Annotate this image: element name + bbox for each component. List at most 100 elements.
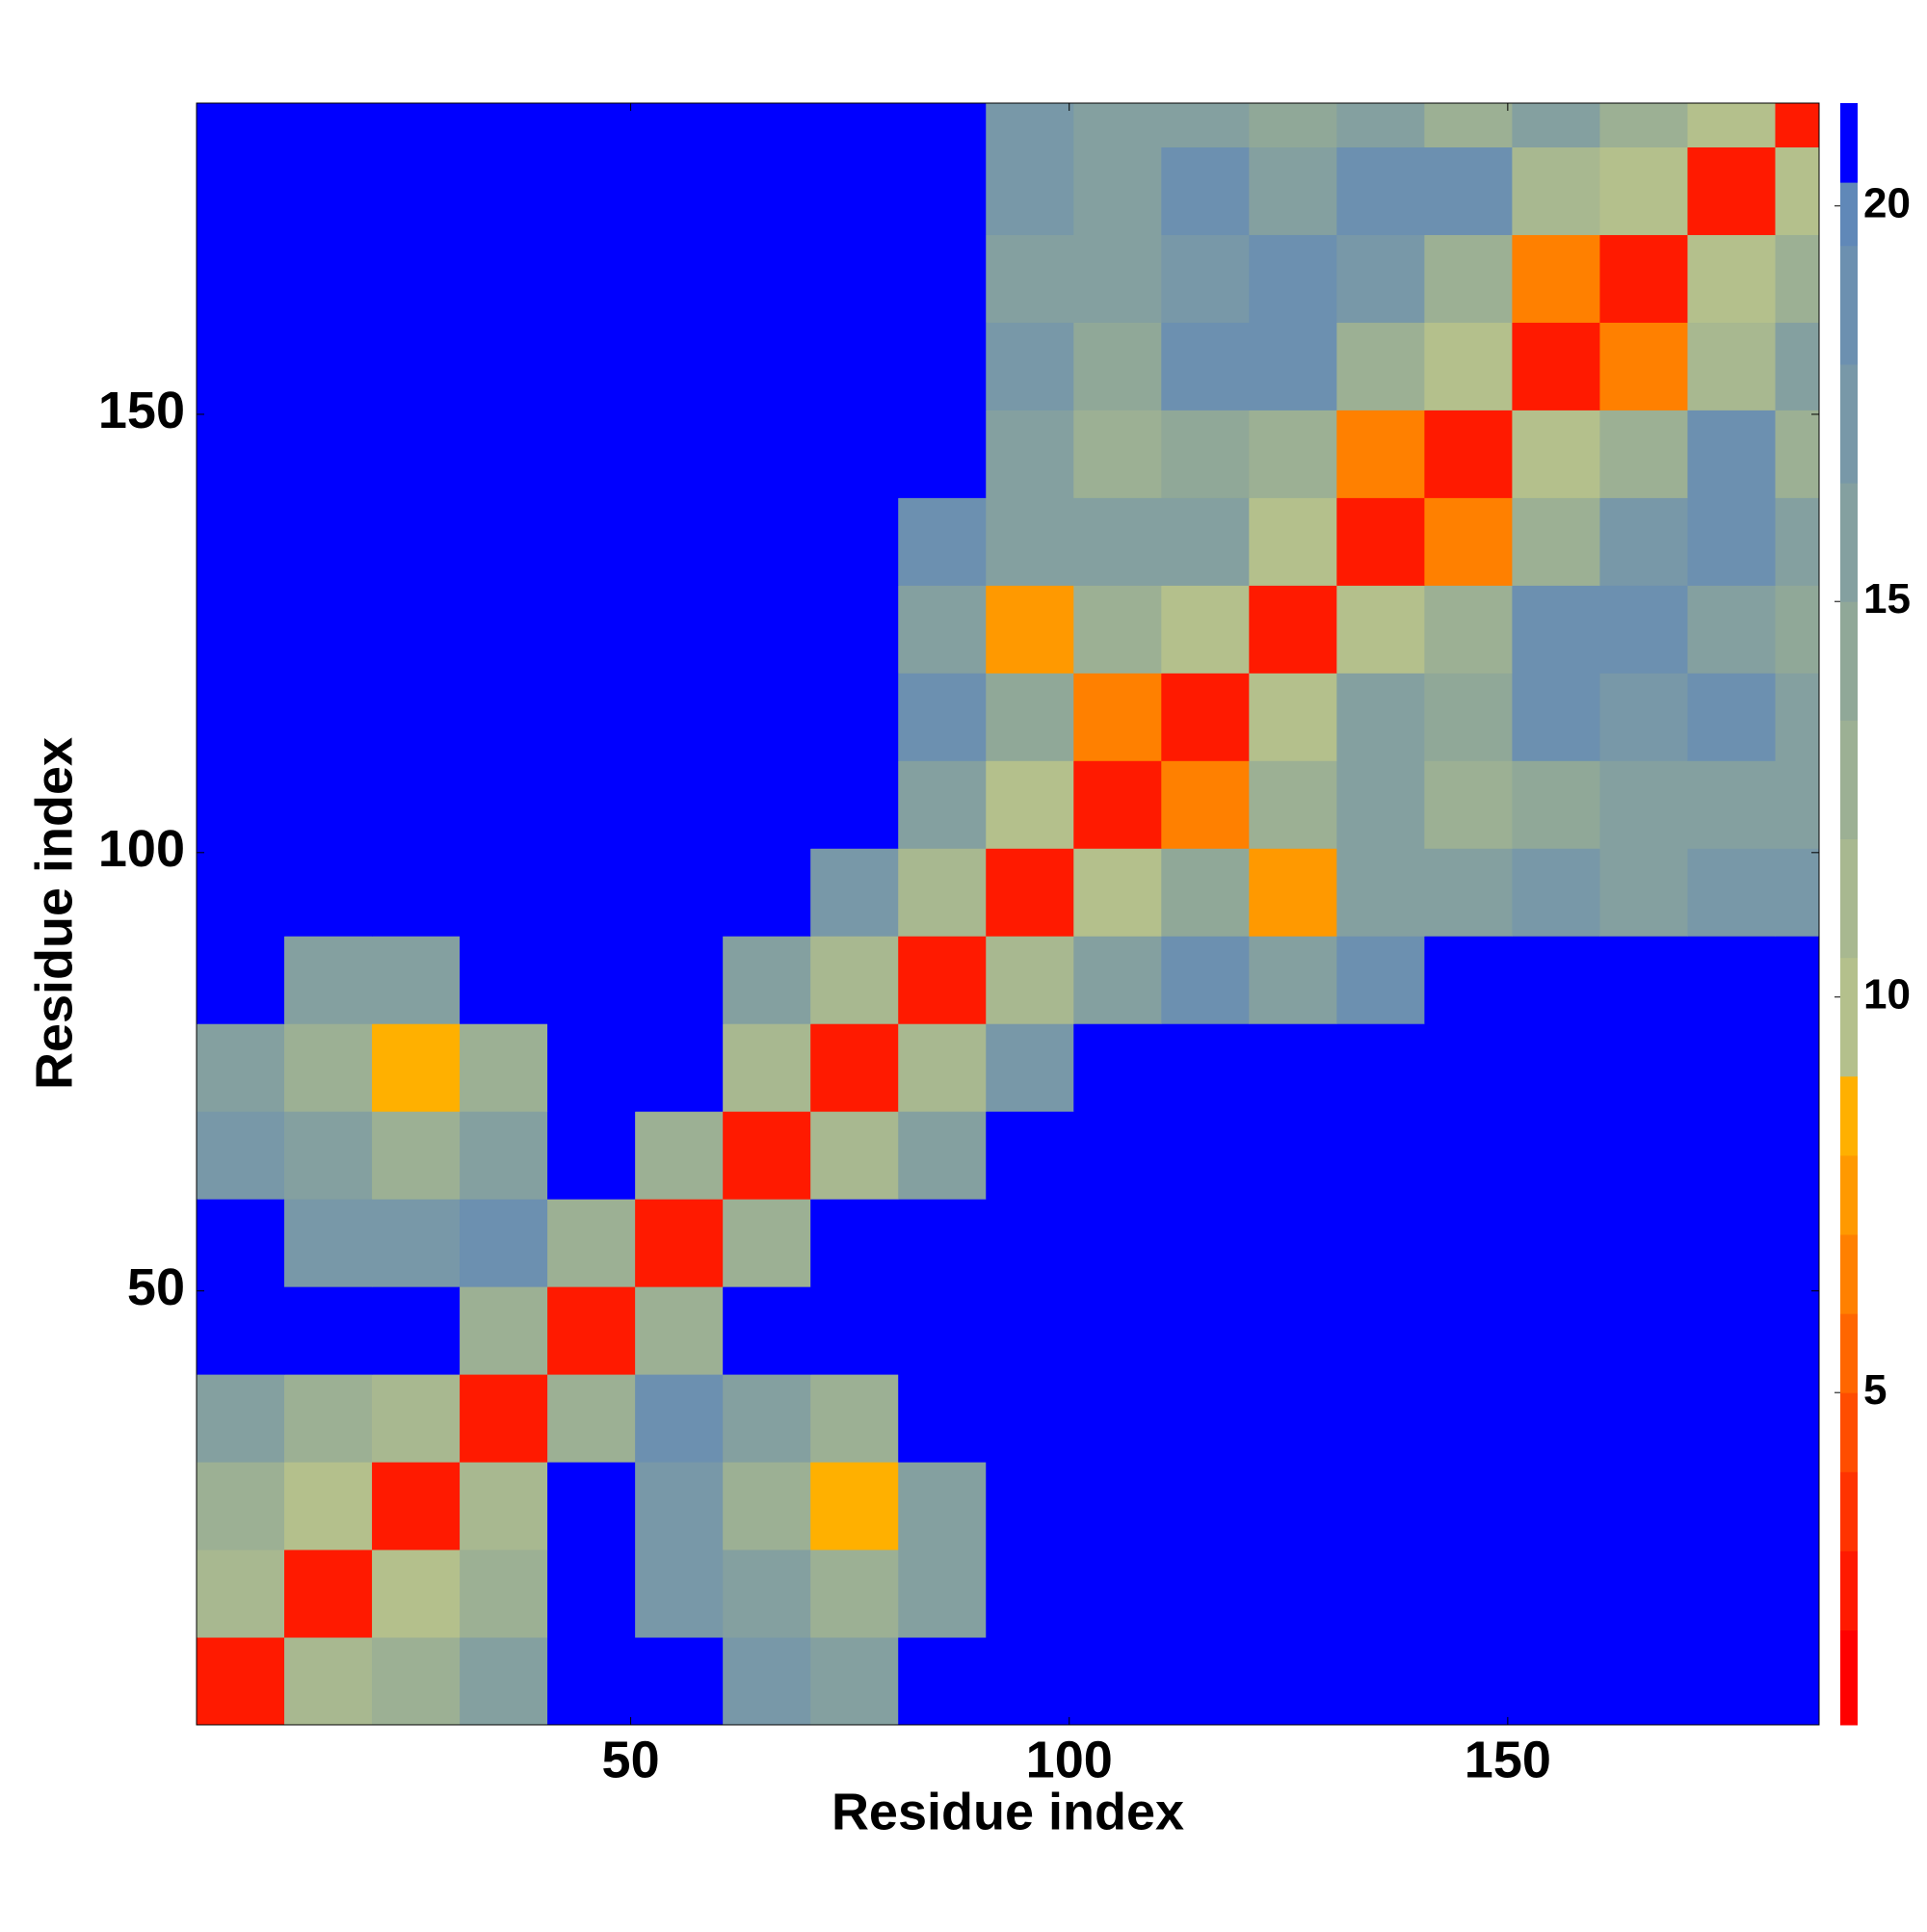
heatmap-cell: [1161, 848, 1250, 937]
heatmap-cell: [1073, 103, 1162, 147]
heatmap-cell: [723, 585, 811, 674]
heatmap-cell: [986, 760, 1074, 849]
heatmap-cell: [1775, 497, 1820, 586]
heatmap-cell: [635, 848, 724, 937]
heatmap-cell: [284, 146, 373, 235]
heatmap-cell: [1424, 1637, 1513, 1726]
y-tick-label: 150: [98, 382, 185, 439]
heatmap-cell: [635, 936, 724, 1024]
heatmap-cell: [284, 1199, 373, 1287]
heatmap-cell: [197, 1199, 285, 1287]
heatmap-cell: [460, 1023, 548, 1112]
y-axis-label: Residue index: [25, 737, 83, 1090]
heatmap-cell: [1161, 1637, 1250, 1726]
heatmap-cell: [1424, 585, 1513, 674]
heatmap-cell: [898, 1462, 987, 1550]
heatmap-cell: [197, 1462, 285, 1550]
heatmap-cell: [1073, 1286, 1162, 1375]
heatmap-cell: [898, 410, 987, 498]
heatmap-cell: [547, 322, 636, 410]
heatmap-cell: [1687, 1286, 1776, 1375]
heatmap-cell: [635, 234, 724, 323]
heatmap-cell: [1512, 103, 1600, 147]
heatmap-cell: [1249, 497, 1337, 586]
heatmap-cell: [635, 103, 724, 147]
heatmap-cell: [1161, 234, 1250, 323]
heatmap-cell: [1073, 322, 1162, 410]
heatmap-cell: [372, 848, 461, 937]
colorbar-segment: [1840, 1471, 1858, 1551]
heatmap-cell: [1249, 1637, 1337, 1726]
heatmap-cell: [1775, 234, 1820, 323]
heatmap-cell: [1599, 497, 1688, 586]
heatmap-cell: [810, 1374, 899, 1463]
heatmap-cell: [547, 103, 636, 147]
heatmap-cell: [810, 410, 899, 498]
heatmap-cell: [547, 936, 636, 1024]
heatmap-cell: [1161, 1111, 1250, 1200]
heatmap-cell: [1424, 103, 1513, 147]
heatmap-cell: [1687, 1111, 1776, 1200]
heatmap-cell: [810, 760, 899, 849]
heatmap-cell: [723, 234, 811, 323]
heatmap-cell: [635, 1023, 724, 1112]
heatmap-cell: [986, 103, 1074, 147]
heatmap-cell: [372, 497, 461, 586]
heatmap-cell: [810, 1111, 899, 1200]
heatmap-cell: [1336, 673, 1425, 761]
heatmap-cell: [1599, 673, 1688, 761]
heatmap-cell: [284, 497, 373, 586]
heatmap-cell: [284, 585, 373, 674]
heatmap-cell: [1161, 1199, 1250, 1287]
heatmap-cell: [1249, 234, 1337, 323]
heatmap-cell: [197, 103, 285, 147]
heatmap-cell: [986, 936, 1074, 1024]
heatmap-cell: [1424, 848, 1513, 937]
colorbar-segment: [1840, 601, 1858, 721]
heatmap-cell: [372, 410, 461, 498]
heatmap-cell: [986, 322, 1074, 410]
heatmap-cell: [635, 322, 724, 410]
heatmap-cell: [1599, 1549, 1688, 1638]
heatmap-cell: [898, 585, 987, 674]
colorbar-segment: [1840, 103, 1858, 183]
heatmap-cell: [197, 1374, 285, 1463]
heatmap-cell: [284, 1374, 373, 1463]
heatmap-cell: [547, 497, 636, 586]
heatmap-cell: [1599, 322, 1688, 410]
heatmap-cell: [284, 322, 373, 410]
heatmap-cell: [723, 1023, 811, 1112]
heatmap-cell: [810, 673, 899, 761]
heatmap-cell: [1599, 1199, 1688, 1287]
heatmap-cell: [372, 1637, 461, 1726]
heatmap-cell: [1775, 585, 1820, 674]
heatmap-cell: [1687, 146, 1776, 235]
heatmap-cell: [986, 146, 1074, 235]
heatmap-cell: [1687, 1199, 1776, 1287]
heatmap-cell: [1249, 322, 1337, 410]
heatmap-cell: [1249, 1549, 1337, 1638]
heatmap-cell: [1599, 103, 1688, 147]
colorbar-tick-label: 5: [1863, 1366, 1887, 1414]
heatmap-cell: [1161, 410, 1250, 498]
heatmap-cell: [1336, 1637, 1425, 1726]
heatmap-cell: [1336, 146, 1425, 235]
heatmap-cell: [372, 1023, 461, 1112]
heatmap-cell: [284, 848, 373, 937]
heatmap-cell: [284, 1462, 373, 1550]
heatmap-cell: [898, 103, 987, 147]
heatmap-cell: [547, 848, 636, 937]
heatmap-cell: [372, 1111, 461, 1200]
heatmap-cell: [1512, 936, 1600, 1024]
heatmap-cell: [1424, 146, 1513, 235]
heatmap-cell: [1599, 1462, 1688, 1550]
heatmap-cell: [197, 146, 285, 235]
heatmap-cell: [1424, 936, 1513, 1024]
heatmap-cell: [1687, 1374, 1776, 1463]
heatmap-cell: [460, 936, 548, 1024]
colorbar-segment: [1840, 1313, 1858, 1393]
heatmap-cell: [1424, 1199, 1513, 1287]
colorbar-segment: [1840, 1154, 1858, 1235]
heatmap-cell: [1424, 760, 1513, 849]
heatmap-cell: [1424, 234, 1513, 323]
